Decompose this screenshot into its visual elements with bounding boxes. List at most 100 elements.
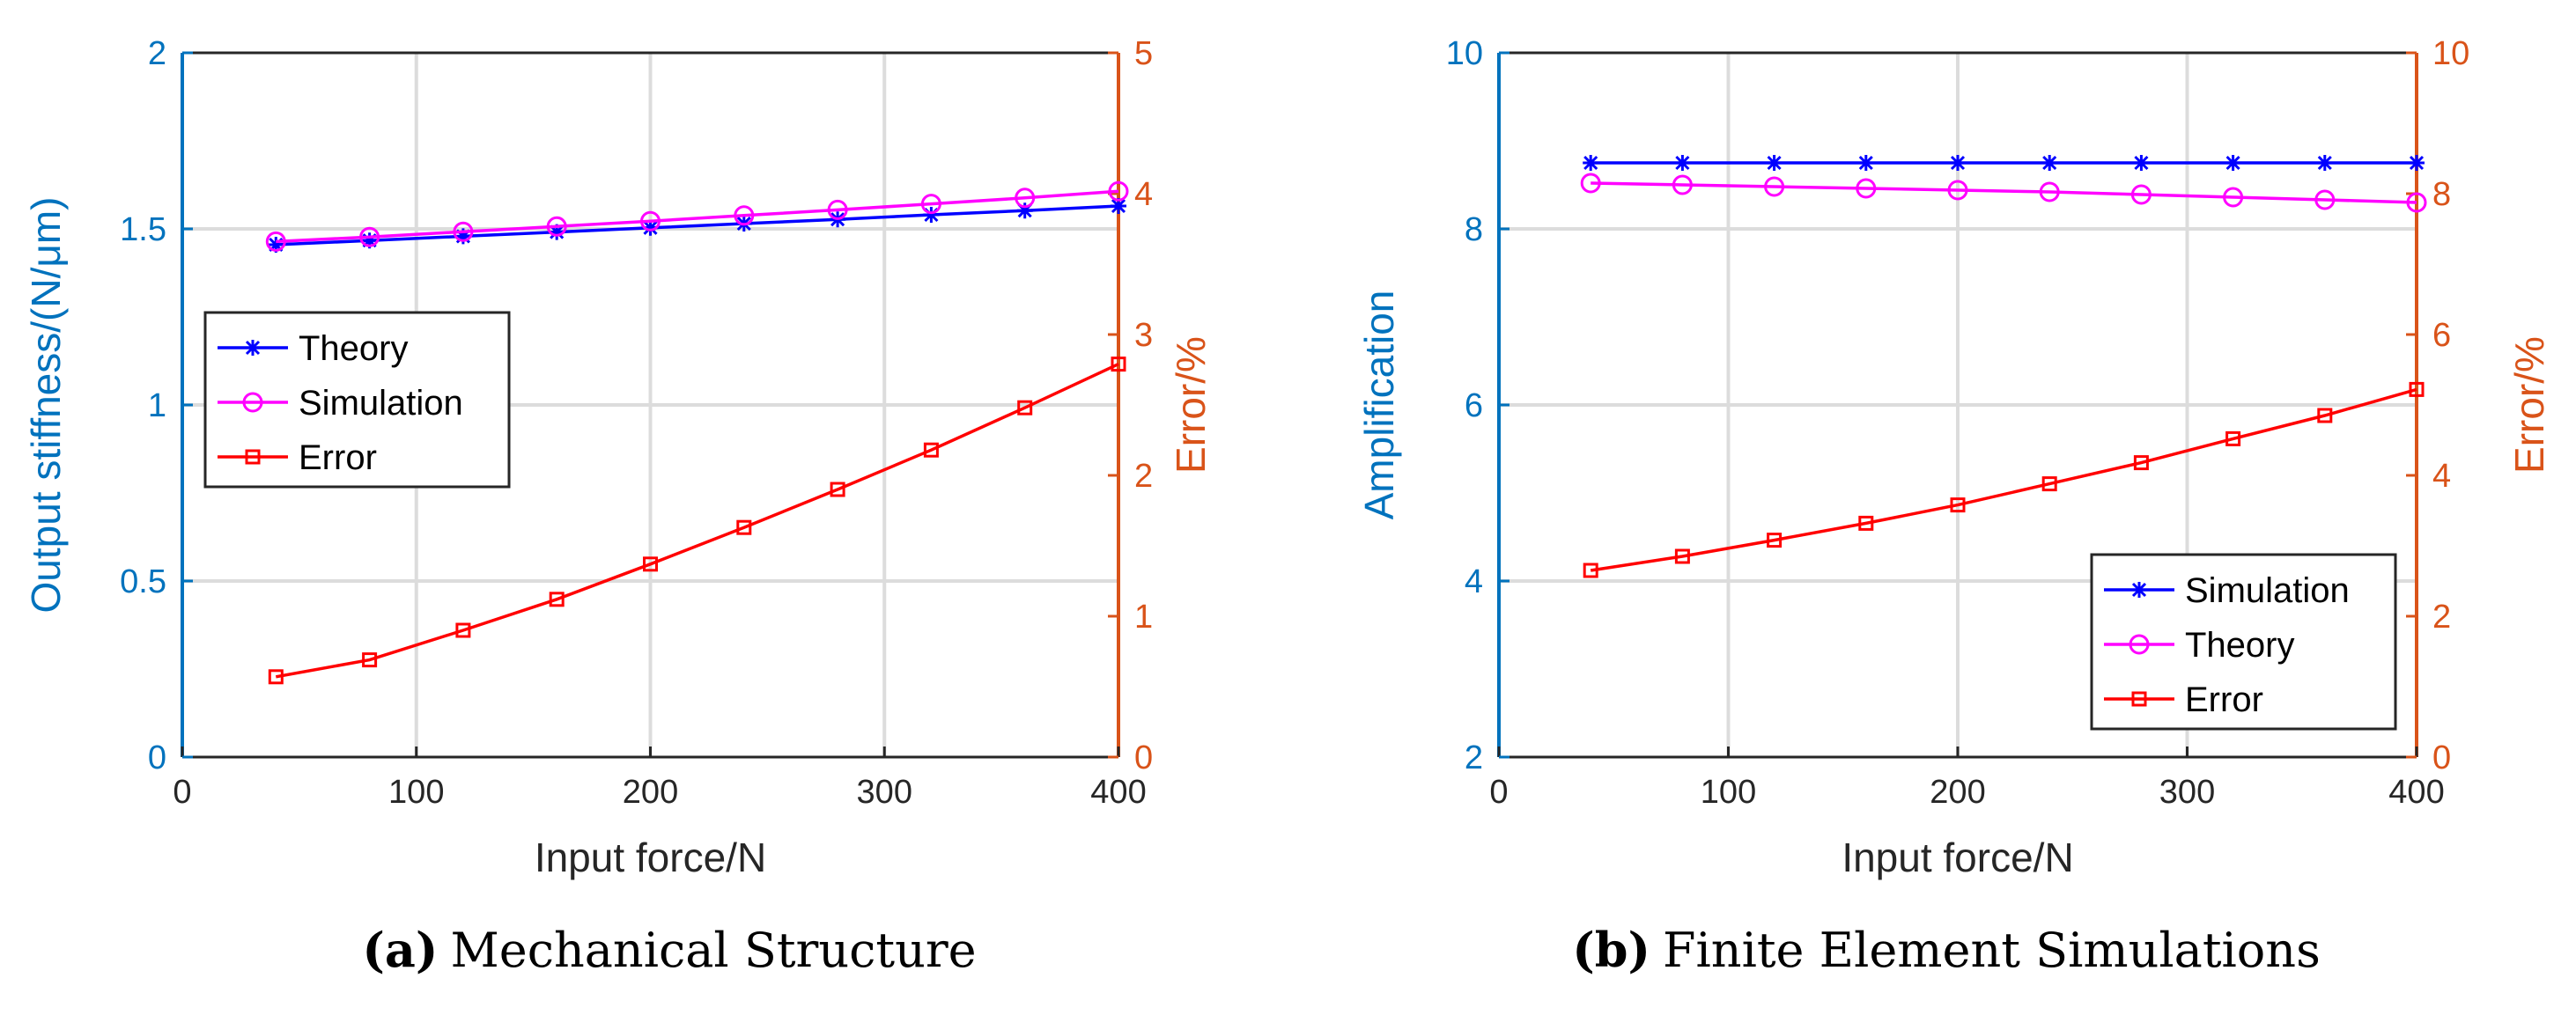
left-y-tick-label: 1.5 [120,211,166,248]
data-point-theory [2406,192,2427,213]
x-tick-label: 200 [1930,774,1985,811]
x-tick-label: 200 [623,774,678,811]
caption-label: (a) [362,922,438,978]
legend-marker-error [245,449,261,465]
data-point-error [830,482,845,497]
data-point-simulation [359,226,380,247]
right-y-tick-label: 8 [2432,176,2451,213]
data-point-simulation [1857,155,1874,171]
left-y-tick-label: 6 [1465,387,1483,424]
data-point-theory [1764,176,1785,197]
right-y-tick-label: 0 [1134,739,1153,776]
left-y-tick-label: 10 [1446,35,1483,72]
x-tick-label: 100 [1701,774,1756,811]
data-point-simulation [1674,155,1691,171]
data-point-theory [454,228,471,245]
x-tick-label: 400 [2388,774,2444,811]
data-point-theory [549,224,565,240]
data-point-error [455,622,471,638]
left-y-tick-label: 8 [1465,211,1483,248]
figure-caption: (a) Mechanical Structure [362,922,976,978]
legend-label-simulation: Simulation [299,384,463,423]
data-point-error [1950,497,1966,513]
data-point-theory [268,237,284,253]
caption-text: Mechanical Structure [450,923,976,978]
right-y-tick-label: 2 [1134,458,1153,495]
left-y-tick-label: 1 [148,387,166,424]
legend-marker-theory [245,340,261,356]
data-point-simulation [1015,188,1036,209]
data-point-error [268,669,284,685]
right-y-tick-label: 2 [2432,599,2451,636]
right-y-tick-label: 5 [1134,35,1153,72]
legend-marker-error [2131,691,2147,707]
data-point-simulation [2409,155,2425,171]
data-point-simulation [2041,155,2058,171]
data-point-error [2041,476,2057,492]
data-point-simulation [1583,155,1599,171]
series-line-error [1590,387,2417,572]
data-point-theory [2314,189,2336,210]
caption-text: Finite Element Simulations [1663,923,2321,978]
data-point-simulation [453,221,474,242]
data-point-theory [1947,180,1968,201]
data-point-theory [642,219,659,236]
series-line-theory [1591,181,2417,204]
caption-label: (b) [1572,922,1650,978]
x-axis-label: Input force/N [535,835,766,880]
data-point-theory [923,207,940,223]
left-y-tick-label: 4 [1465,563,1483,600]
data-point-error [362,652,378,668]
data-point-error [549,592,565,607]
data-point-theory [1580,173,1601,194]
x-tick-label: 300 [857,774,912,811]
x-tick-label: 400 [1090,774,1146,811]
data-point-simulation [920,194,941,215]
data-point-simulation [2133,155,2150,171]
data-point-theory [1111,198,1126,214]
data-point-error [2133,455,2149,471]
series-line-simulation [276,189,1119,244]
x-axis-label: Input force/N [1842,835,2073,880]
right-y-axis-label: Error/% [2506,336,2552,474]
x-tick-label: 300 [2159,774,2215,811]
data-point-theory [2130,184,2152,205]
legend-label-error: Error [299,438,377,477]
series-line-error [275,363,1119,679]
data-point-error [1767,533,1783,548]
data-point-simulation [640,210,661,232]
left-y-tick-label: 0 [148,739,166,776]
data-point-error [643,556,658,572]
x-tick-label: 100 [388,774,444,811]
data-point-simulation [1950,155,1966,171]
data-point-error [923,442,939,458]
right-y-tick-label: 10 [2432,35,2469,72]
data-point-theory [1856,178,1877,199]
data-point-error [736,519,752,535]
data-point-error [2225,430,2241,446]
legend-marker-theory [2129,634,2150,655]
data-point-simulation [1108,180,1129,202]
right-y-tick-label: 3 [1134,317,1153,354]
data-point-simulation [827,199,848,220]
data-point-theory [361,232,378,249]
data-point-theory [1672,174,1693,195]
left-y-axis-label: Amplification [1356,291,1402,520]
data-point-theory [1016,202,1033,219]
legend-label-theory: Theory [299,329,409,368]
data-point-simulation [2225,155,2241,171]
data-point-error [1674,548,1690,564]
data-point-theory [2039,181,2060,202]
right-y-tick-label: 4 [1134,176,1153,213]
right-y-tick-label: 1 [1134,599,1153,636]
right-y-axis-label: Error/% [1168,336,1214,474]
right-y-tick-label: 4 [2432,458,2451,495]
data-point-theory [2223,187,2244,208]
data-point-error [1583,563,1598,578]
left-y-tick-label: 2 [148,35,166,72]
legend-label-error: Error [2185,680,2263,719]
data-point-error [1111,357,1126,372]
